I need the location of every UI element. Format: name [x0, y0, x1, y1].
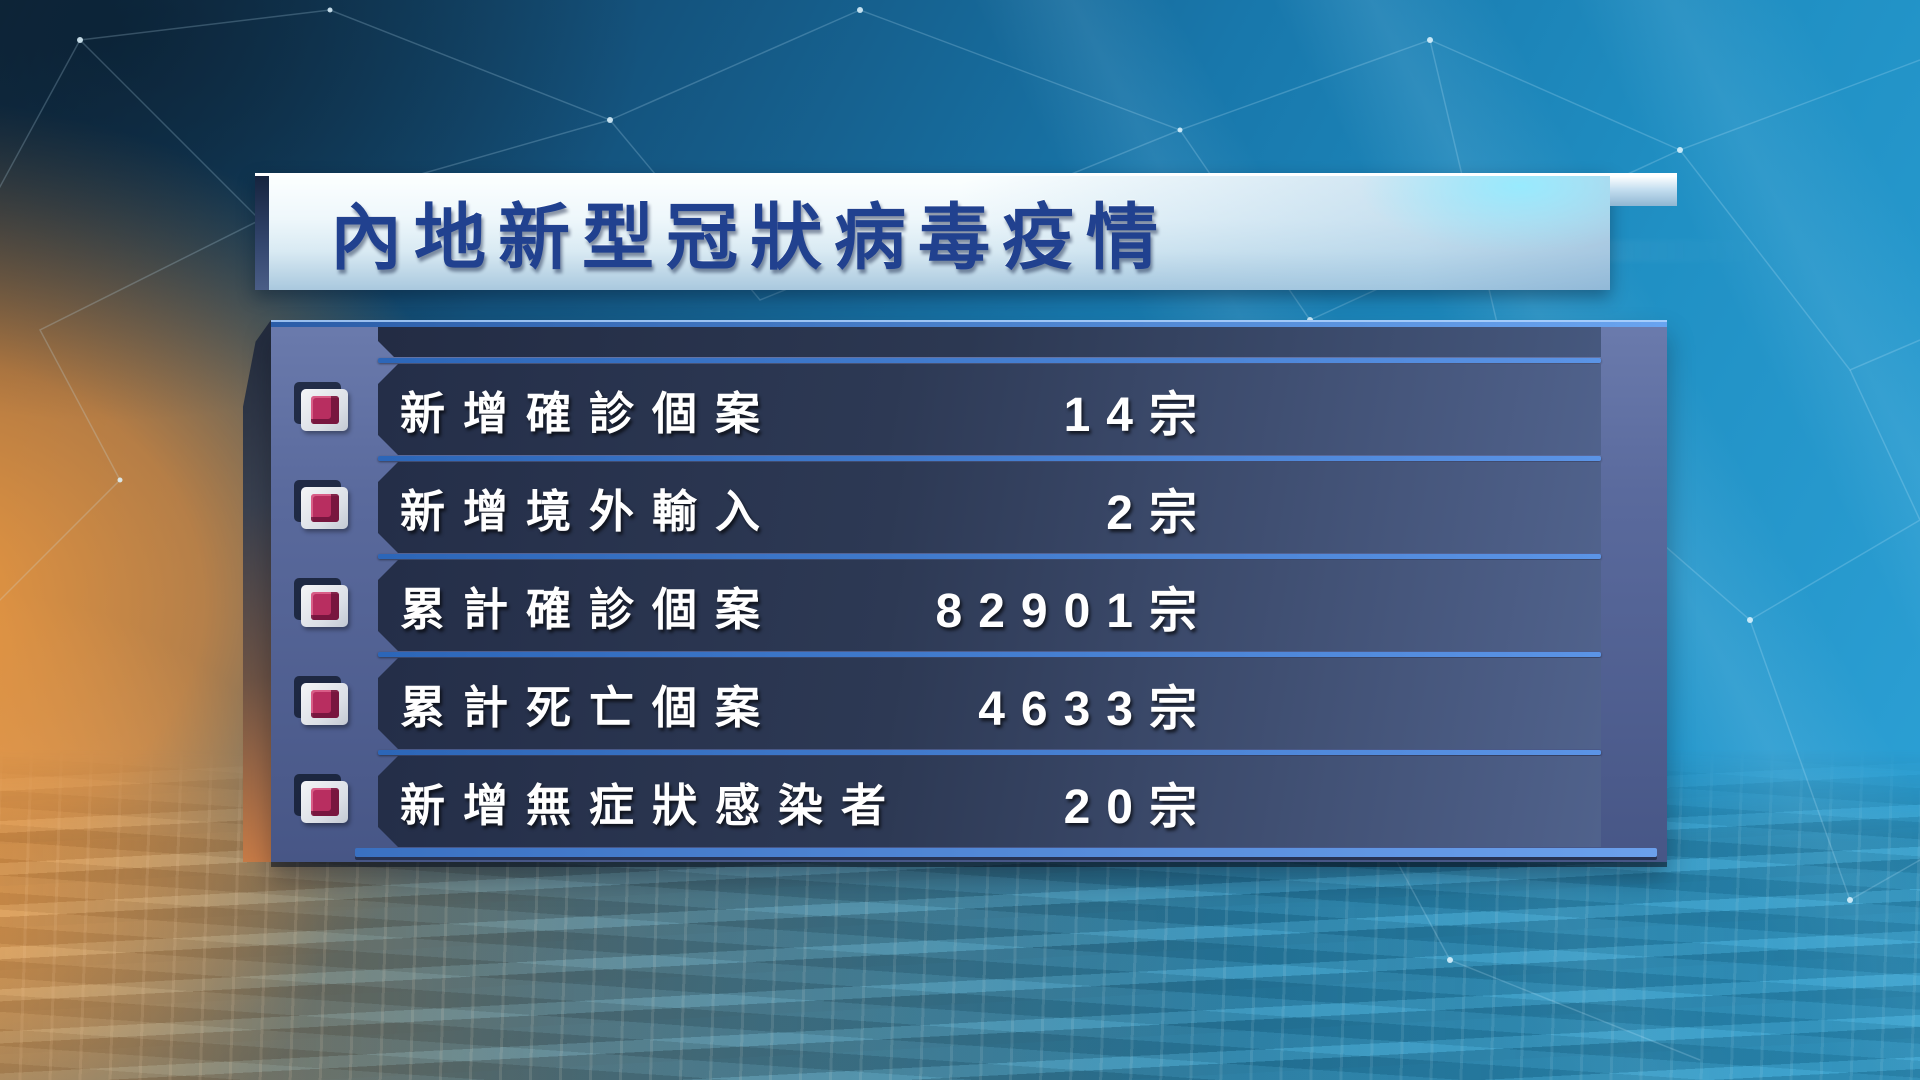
table-row: 新增境外輸入 2宗 — [301, 462, 1601, 553]
table-row: 累計確診個案 82901宗 — [301, 560, 1601, 651]
row-label: 累計確診個案 — [400, 584, 779, 635]
page-title: 內地新型冠狀病毒疫情 — [330, 198, 1171, 279]
table-row: 新增確診個案 14宗 — [301, 364, 1601, 455]
square-bullet-icon — [301, 486, 348, 529]
row-value: 82901宗 — [935, 584, 1213, 638]
row-separator — [378, 358, 1601, 363]
row-label: 累計死亡個案 — [400, 682, 779, 733]
row-label: 新增境外輸入 — [400, 486, 779, 537]
panel-left-edge-3d — [243, 320, 271, 862]
row-separator — [378, 750, 1601, 755]
row-value: 20宗 — [1063, 780, 1213, 834]
square-bullet-icon — [301, 682, 348, 725]
panel-frame: 新增確診個案 14宗 新增境外輸入 2宗 累計確診個案 — [271, 320, 1667, 862]
square-bullet-icon — [301, 584, 348, 627]
panel-top-border — [271, 320, 1667, 327]
title-bar: 內地新型冠狀病毒疫情 — [255, 173, 1677, 290]
row-value: 14宗 — [1063, 388, 1213, 442]
row-value: 4633宗 — [978, 682, 1213, 736]
table-row: 新增無症狀感染者 20宗 — [301, 756, 1601, 847]
row-separator — [378, 652, 1601, 657]
panel-header-strip — [378, 327, 1601, 357]
panel-bottom-border — [355, 848, 1657, 857]
square-bullet-icon — [301, 780, 348, 823]
row-separator — [378, 456, 1601, 461]
row-separator — [378, 554, 1601, 559]
row-label: 新增確診個案 — [400, 388, 779, 439]
square-bullet-icon — [301, 388, 348, 431]
table-row: 累計死亡個案 4633宗 — [301, 658, 1601, 749]
row-label: 新增無症狀感染者 — [400, 780, 905, 831]
row-value: 2宗 — [1106, 486, 1213, 540]
title-bar-left-bevel — [255, 176, 269, 290]
stats-panel: 新增確診個案 14宗 新增境外輸入 2宗 累計確診個案 — [243, 320, 1667, 862]
title-bar-end-cap — [1610, 173, 1677, 206]
stats-rows-container: 新增確診個案 14宗 新增境外輸入 2宗 累計確診個案 — [301, 327, 1601, 847]
